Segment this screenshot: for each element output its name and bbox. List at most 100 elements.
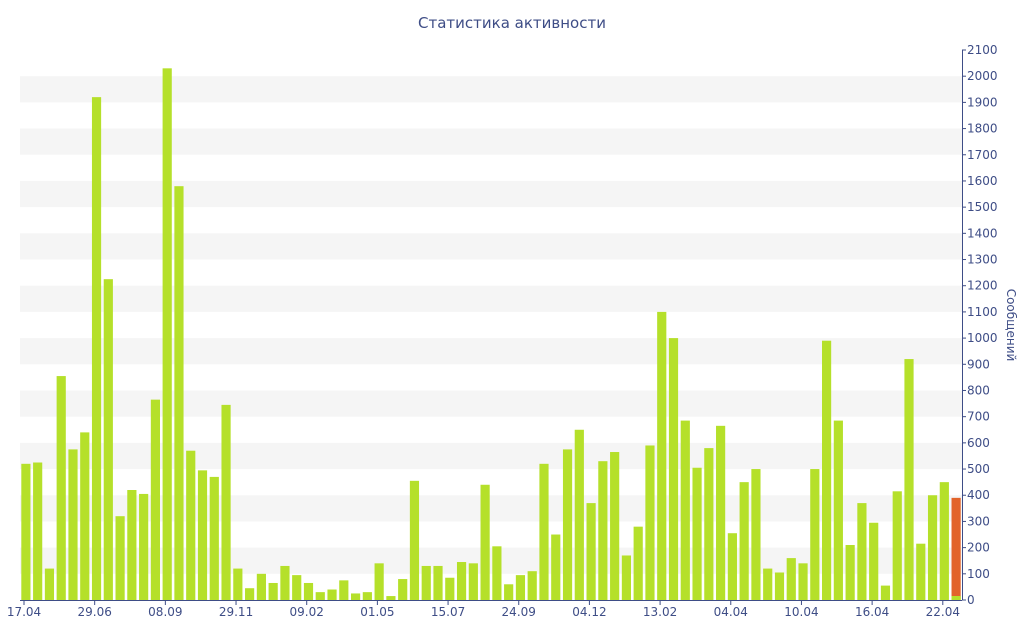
bar <box>574 429 584 600</box>
bar <box>445 577 455 600</box>
bar <box>786 558 796 600</box>
x-tick-label: 22.04 <box>926 605 960 619</box>
bar <box>610 452 620 600</box>
bar <box>80 432 90 600</box>
bar <box>551 534 561 600</box>
y-tick-label: 800 <box>967 383 990 397</box>
x-tick-label: 15.07 <box>431 605 465 619</box>
y-tick-label: 300 <box>967 514 990 528</box>
x-tick-label: 08.09 <box>148 605 182 619</box>
grid-band <box>20 442 962 470</box>
bar <box>21 463 31 600</box>
bar <box>763 568 773 600</box>
bar <box>315 592 325 600</box>
y-tick-label: 700 <box>967 410 990 424</box>
y-tick-label: 2000 <box>967 69 998 83</box>
bar <box>268 582 278 600</box>
y-tick-label: 1600 <box>967 174 998 188</box>
bar <box>880 585 891 600</box>
bar <box>562 449 573 600</box>
bar <box>56 376 66 600</box>
bar <box>598 461 608 600</box>
bar <box>692 467 702 600</box>
bar <box>798 563 808 600</box>
bar <box>421 565 431 600</box>
grid-band <box>20 76 962 103</box>
y-axis-label: Сообщений <box>1004 289 1018 362</box>
bar <box>33 462 43 600</box>
bar <box>351 593 361 600</box>
bar <box>492 546 502 600</box>
x-axis: 17.04 29.06 08.09 29.11 09.02 01.05 15.07 24.09… <box>7 600 962 619</box>
bar <box>869 522 879 600</box>
grid-band <box>20 547 962 574</box>
bar <box>209 476 219 600</box>
bar <box>339 580 349 600</box>
bar <box>292 575 302 600</box>
bar <box>468 563 478 600</box>
y-tick-label: 1700 <box>967 148 998 162</box>
bar <box>115 516 125 600</box>
bar <box>186 450 196 600</box>
x-tick-label: 10.04 <box>784 605 818 619</box>
y-tick-label: 1300 <box>967 253 998 267</box>
x-tick-label: 01.05 <box>360 605 394 619</box>
bar <box>280 565 290 600</box>
bar <box>174 186 184 600</box>
bar <box>68 449 78 600</box>
x-tick-label: 04.04 <box>714 605 748 619</box>
bar <box>751 469 761 600</box>
grid-band <box>20 285 962 312</box>
bar <box>739 482 749 600</box>
bar <box>668 338 679 600</box>
y-tick-label: 200 <box>967 541 990 555</box>
y-tick-label: 1800 <box>967 122 998 136</box>
grid-band <box>20 180 962 208</box>
bar <box>456 562 467 600</box>
y-tick-label: 1500 <box>967 200 998 214</box>
bar <box>103 279 113 600</box>
bar <box>680 420 690 600</box>
bar <box>515 575 526 600</box>
bar <box>91 97 102 600</box>
bar <box>245 588 255 600</box>
grid-band <box>20 390 962 417</box>
bar <box>621 555 631 600</box>
bars <box>21 68 961 600</box>
bar <box>822 340 832 600</box>
bar <box>586 503 596 600</box>
grid-band <box>20 338 962 365</box>
bar <box>527 571 537 600</box>
y-tick-label: 2100 <box>967 43 998 57</box>
chart-title: Статистика активности <box>418 14 606 32</box>
bar <box>433 565 443 600</box>
bar <box>927 495 938 600</box>
y-tick-label: 100 <box>967 567 990 581</box>
bar <box>398 579 408 600</box>
bar <box>916 543 926 600</box>
bar <box>362 592 372 600</box>
y-tick-label: 1100 <box>967 305 998 319</box>
grid-band <box>20 128 962 155</box>
bar <box>197 470 208 600</box>
bar <box>374 563 384 600</box>
bar <box>221 404 231 600</box>
bar <box>480 484 490 600</box>
y-tick-label: 0 <box>967 593 975 607</box>
bar <box>233 568 243 600</box>
bar <box>44 568 55 600</box>
y-axis: 0 100 200 300 400 500 600 700 800 900 1000 1100 1200… <box>962 43 998 607</box>
bar <box>139 493 149 600</box>
bar <box>256 573 266 600</box>
x-tick-label: 09.02 <box>290 605 324 619</box>
bar <box>162 68 172 600</box>
x-tick-label: 04.12 <box>572 605 606 619</box>
y-tick-label: 1900 <box>967 95 998 109</box>
bar <box>127 490 137 600</box>
x-tick-label: 17.04 <box>7 605 41 619</box>
bar <box>327 589 337 600</box>
bar <box>857 503 867 600</box>
grid-band <box>20 233 962 260</box>
bar <box>409 480 420 600</box>
